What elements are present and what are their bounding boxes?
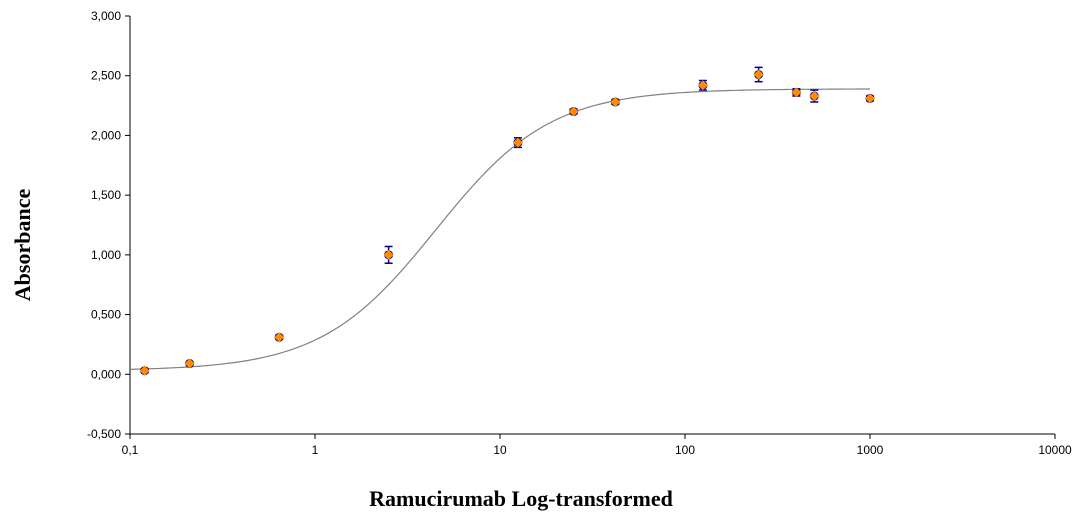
fitted-point bbox=[512, 137, 523, 148]
fitted-point bbox=[568, 106, 579, 117]
fitted-point bbox=[753, 69, 764, 80]
y-tick-label: 3,000 bbox=[91, 9, 121, 23]
x-tick-label: 1 bbox=[312, 443, 319, 457]
fitted-point bbox=[610, 96, 621, 107]
y-tick-label: 2,500 bbox=[91, 69, 121, 83]
y-tick-label: 2,000 bbox=[91, 128, 121, 142]
fit-curve-line bbox=[129, 88, 871, 370]
y-tick-label: -0,500 bbox=[87, 427, 121, 441]
x-tick-label: 10 bbox=[493, 443, 507, 457]
fitted-point bbox=[809, 91, 820, 102]
x-tick-label: 100 bbox=[675, 443, 695, 457]
axes: -0,500 0,000 0,500 1,000 1,500 2,000 2,500 3,00… bbox=[87, 9, 1072, 457]
fitted-point bbox=[274, 332, 285, 343]
x-tick-label: 1000 bbox=[857, 443, 884, 457]
fitted-point bbox=[697, 80, 708, 91]
fitted-point bbox=[184, 358, 195, 369]
y-tick-label: 0,000 bbox=[91, 367, 121, 381]
fit-curve-group bbox=[129, 88, 871, 370]
fitted-point bbox=[383, 249, 394, 260]
fitted-point bbox=[791, 87, 802, 98]
x-axis-title: Ramucirumab Log-transformed bbox=[369, 486, 673, 511]
y-tick-label: 1,500 bbox=[91, 188, 121, 202]
y-axis-title: Absorbance bbox=[10, 189, 35, 302]
x-tick-label: 0,1 bbox=[122, 443, 139, 457]
fitted-point bbox=[865, 93, 875, 104]
data-points bbox=[139, 66, 875, 376]
y-tick-label: 1,000 bbox=[91, 248, 121, 262]
fitted-point bbox=[139, 365, 150, 376]
x-tick-label: 10000 bbox=[1038, 443, 1072, 457]
y-tick-label: 0,500 bbox=[91, 308, 121, 322]
